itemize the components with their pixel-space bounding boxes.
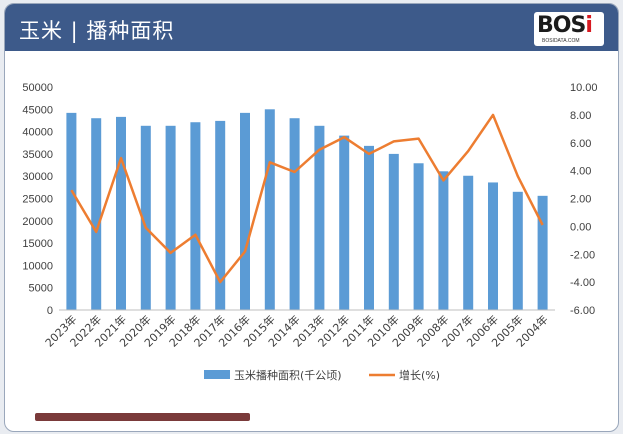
right-axis: -6.00 -4.00 -2.00 0.00 2.00 4.00 6.00 8.00 10.00 [570, 82, 598, 317]
bar [91, 118, 102, 310]
bar [116, 116, 126, 310]
bar [388, 153, 399, 310]
left-tick-label: 45000 [22, 104, 53, 116]
logo-subtext: BOSIDATA.COM [542, 38, 580, 44]
left-tick-label: 50000 [22, 82, 53, 94]
brand-logo: BOSi BOSIDATA.COM [534, 12, 604, 46]
combo-chart: 0 5000 10000 15000 20000 25000 30000 35000 40000… [22, 82, 598, 382]
right-tick-label: 6.00 [570, 138, 591, 150]
left-tick-label: 15000 [22, 238, 53, 250]
left-tick-label: 25000 [22, 194, 53, 206]
right-tick-label: -6.00 [570, 305, 595, 317]
header-bar: 玉米 | 播种面积 BOSi BOSIDATA.COM [5, 4, 618, 51]
left-tick-label: 5000 [29, 283, 53, 295]
bar [512, 191, 523, 310]
bar [215, 120, 226, 311]
legend: 玉米播种面积(千公顷) 增长(%) [204, 368, 440, 382]
line-series [70, 113, 544, 284]
right-tick-label: 2.00 [570, 194, 591, 206]
bar [314, 125, 325, 310]
left-tick-label: 10000 [22, 260, 53, 272]
left-tick-label: 40000 [22, 127, 53, 139]
bar [140, 125, 151, 310]
bar [537, 195, 548, 310]
page-title: 玉米 | 播种面积 [19, 19, 175, 43]
bar [488, 182, 498, 310]
bar [364, 145, 374, 310]
legend-line-label: 增长(%) [399, 368, 440, 382]
bar [438, 171, 449, 310]
left-tick-label: 0 [47, 305, 53, 317]
bar [165, 125, 176, 310]
right-tick-label: -2.00 [570, 249, 595, 261]
left-tick-label: 20000 [22, 216, 53, 228]
legend-bar-label: 玉米播种面积(千公顷) [234, 368, 342, 382]
bar [339, 135, 350, 310]
left-axis: 0 5000 10000 15000 20000 25000 30000 35000 40000… [22, 82, 53, 317]
right-tick-label: 4.00 [570, 166, 591, 178]
logo-mark: BOSi [537, 13, 593, 38]
legend-bar-swatch [204, 370, 230, 379]
bar [264, 109, 275, 310]
bar [190, 122, 201, 310]
chart-card: 玉米 | 播种面积 BOSi BOSIDATA.COM 0 5000 10000 15… [4, 3, 619, 432]
right-tick-label: 8.00 [570, 110, 591, 122]
footer-bar [35, 413, 250, 421]
right-tick-label: 10.00 [570, 82, 598, 94]
right-tick-label: 0.00 [570, 221, 591, 233]
bar [463, 175, 474, 310]
left-tick-label: 35000 [22, 149, 53, 161]
x-axis: 2023年2022年2021年2020年2019年2018年2017年2016年… [42, 309, 555, 350]
bar-series [66, 109, 548, 311]
bar [66, 112, 77, 310]
growth-line [70, 113, 544, 284]
right-tick-label: -4.00 [570, 277, 595, 289]
bar [240, 112, 250, 310]
left-tick-label: 30000 [22, 171, 53, 183]
bar [413, 163, 424, 310]
bar [289, 118, 300, 310]
